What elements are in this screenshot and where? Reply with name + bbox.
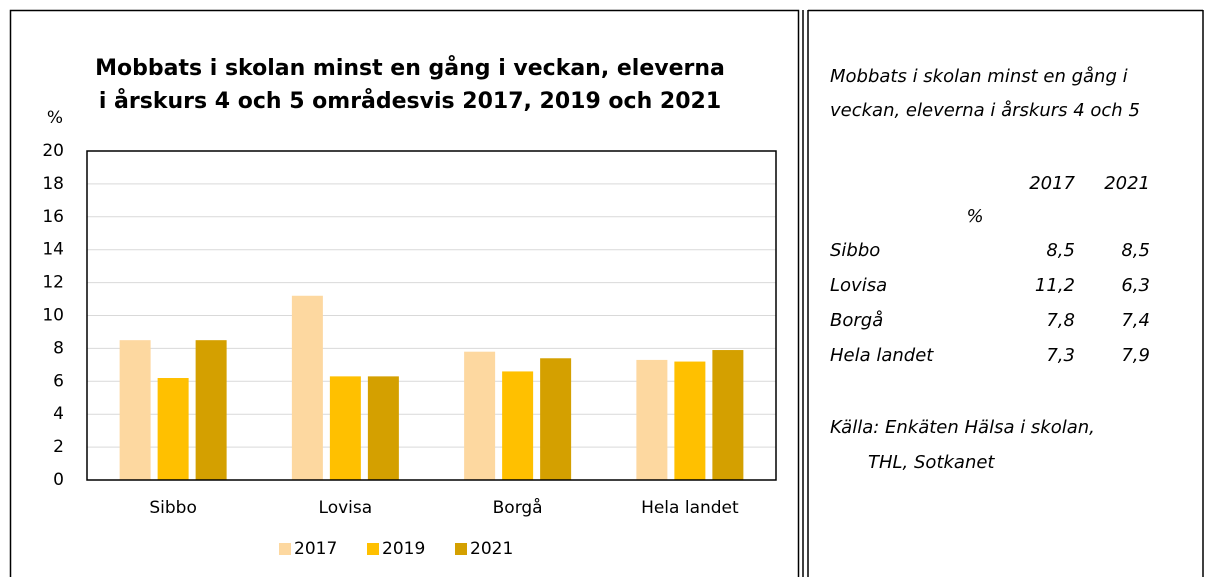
y-tick-label: 16 [42, 207, 64, 227]
bar [636, 359, 668, 480]
legend-swatch [279, 543, 291, 555]
x-tick-label: Borgå [493, 497, 543, 518]
y-tick-label: 4 [53, 404, 64, 424]
legend-swatch [367, 543, 379, 555]
cell: 7,3 [1046, 345, 1075, 366]
bar [329, 376, 361, 480]
bar [502, 371, 534, 480]
cell: 8,5 [1046, 240, 1075, 261]
y-tick-label: 2 [53, 437, 64, 457]
column-header: 2017 [1029, 173, 1075, 194]
bar [540, 358, 572, 480]
bar [674, 361, 706, 480]
y-tick-label: 20 [42, 141, 64, 161]
chart-frame [9, 9, 800, 577]
cell: 7,4 [1121, 310, 1150, 331]
plot-border [86, 150, 777, 481]
legend-label: 2017 [294, 539, 337, 559]
row-label: Borgå [830, 310, 883, 331]
bar [712, 350, 744, 480]
x-tick-label: Hela landet [641, 498, 739, 518]
y-tick-label: 18 [42, 174, 64, 194]
legend-label: 2021 [470, 539, 513, 559]
cell: 6,3 [1121, 275, 1150, 296]
bar [367, 376, 399, 480]
row-label: Sibbo [830, 240, 880, 261]
unit-label: % [966, 206, 983, 227]
x-tick-label: Sibbo [149, 498, 197, 518]
x-tick-label: Lovisa [319, 498, 373, 518]
row-label: Hela landet [830, 345, 934, 366]
legend-swatch [455, 543, 467, 555]
y-tick-label: 6 [53, 371, 64, 391]
cell: 8,5 [1121, 240, 1150, 261]
bar [119, 340, 151, 480]
cell: 7,9 [1121, 345, 1150, 366]
y-axis-label: % [47, 108, 63, 128]
cell: 7,8 [1046, 310, 1075, 331]
source: Källa: Enkäten Hälsa i skolan, THL, Sotk… [830, 417, 1095, 473]
y-tick-label: 10 [42, 306, 64, 326]
y-tick-label: 12 [42, 273, 64, 293]
row-label: Lovisa [830, 275, 887, 296]
y-tick-label: 14 [42, 240, 64, 260]
legend-label: 2019 [382, 539, 425, 559]
chart-title: Mobbats i skolan minst en gång i veckan,… [95, 56, 725, 114]
y-tick-label: 0 [53, 470, 64, 490]
bar [464, 351, 496, 480]
cell: 11,2 [1035, 275, 1075, 296]
bar [195, 340, 227, 480]
panel-title: Mobbats i skolan minst en gång i veckan,… [830, 66, 1140, 121]
column-header: 2021 [1104, 173, 1150, 194]
y-tick-label: 8 [53, 338, 64, 358]
bar [157, 378, 189, 480]
bar [291, 295, 323, 480]
